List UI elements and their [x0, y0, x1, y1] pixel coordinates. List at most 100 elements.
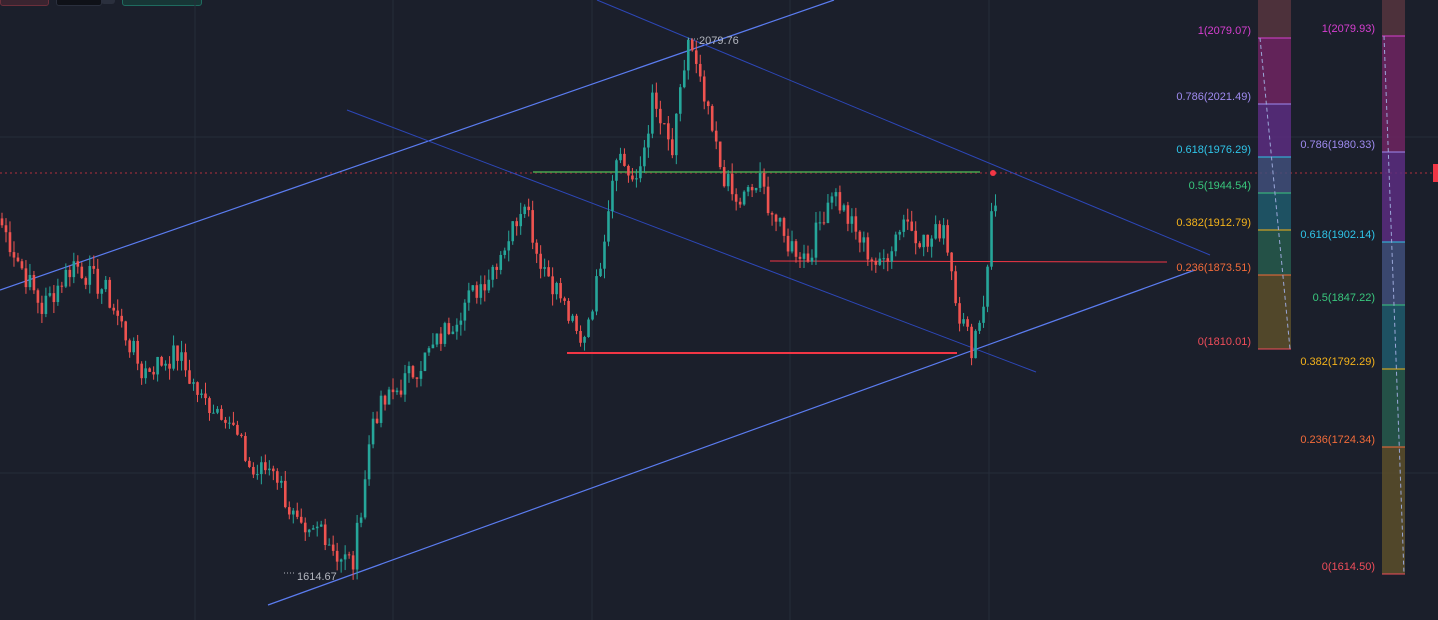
candle-body — [144, 368, 147, 379]
candle-body — [399, 390, 403, 395]
candle-body — [982, 306, 985, 323]
fib2-zone-0.618 — [1382, 242, 1405, 305]
candle-body — [822, 222, 826, 224]
candle-body — [76, 261, 80, 267]
candle-body — [838, 192, 842, 211]
candle-body — [100, 289, 104, 294]
candle-body — [790, 241, 794, 252]
candle-body — [415, 377, 419, 379]
candle-body — [535, 242, 538, 254]
candle-body — [523, 206, 526, 215]
candle-body — [547, 267, 550, 277]
candle-body — [148, 368, 151, 372]
candle-body — [543, 267, 546, 269]
candle-body — [200, 393, 203, 395]
candle-body — [375, 418, 379, 423]
candle-body — [934, 224, 937, 239]
candle-body — [16, 257, 20, 262]
fib2-label-1: 1(2079.93) — [1322, 23, 1375, 35]
candle-body — [599, 268, 602, 277]
candle-body — [671, 139, 674, 156]
candle-body — [196, 382, 199, 395]
toolbar-button-teal[interactable] — [122, 0, 202, 6]
candle-body — [946, 225, 949, 253]
candle-body — [495, 266, 499, 270]
fib2-label-0.786: 0.786(1980.33) — [1300, 139, 1375, 151]
candle-body — [539, 253, 542, 269]
fib2-label-0.5: 0.5(1847.22) — [1313, 292, 1375, 304]
candle-body — [487, 279, 491, 291]
candle-body — [603, 241, 606, 269]
candle-body — [862, 237, 866, 243]
candle-body — [132, 340, 135, 353]
candle-body — [128, 340, 131, 353]
candle-body — [714, 130, 718, 142]
candle-body — [519, 214, 522, 227]
candle-body — [307, 529, 311, 533]
candle-body — [746, 187, 750, 192]
candle-body — [92, 266, 96, 269]
candle-body — [579, 330, 582, 343]
candle-body — [906, 219, 910, 222]
candle-body — [551, 276, 554, 295]
candle-body — [84, 278, 88, 285]
candle-body — [32, 274, 36, 291]
candle-body — [124, 321, 127, 341]
candle-body — [327, 544, 331, 546]
candle-body — [874, 260, 878, 265]
candle-body — [287, 507, 291, 515]
candle-body — [459, 320, 463, 325]
candle-body — [631, 175, 634, 180]
candle-body — [627, 165, 630, 176]
candle-body — [204, 393, 207, 399]
candle-body — [291, 510, 295, 515]
candle-body — [351, 555, 355, 570]
candle-body — [136, 340, 139, 364]
channel-descending-lower — [346, 109, 1037, 373]
candle-body — [451, 331, 455, 335]
support-line-upper — [769, 260, 1168, 263]
candle-body — [20, 261, 24, 269]
candle-body — [974, 330, 977, 359]
candle-body — [758, 173, 762, 188]
candle-body — [280, 480, 283, 483]
candle-body — [228, 422, 231, 424]
candle-body — [12, 252, 16, 258]
candle-body — [675, 113, 678, 156]
candle-body — [347, 554, 351, 556]
candle-body — [176, 345, 179, 361]
candle-body — [898, 231, 902, 235]
candle-body — [439, 333, 443, 344]
candle-body — [702, 76, 706, 102]
candle-body — [244, 435, 247, 461]
candle-body — [335, 550, 339, 562]
candle-body — [639, 166, 642, 179]
candle-body — [371, 418, 375, 445]
candle-body — [635, 178, 638, 180]
candle-body — [24, 268, 28, 288]
candle-body — [886, 258, 890, 262]
candle-body — [68, 269, 72, 278]
candle-body — [994, 205, 997, 212]
candle-body — [770, 213, 774, 215]
candle-body — [726, 173, 730, 187]
candle-body — [794, 241, 798, 257]
candle-body — [419, 370, 423, 379]
channel-upper-line — [0, 0, 835, 291]
candle-body — [168, 363, 171, 369]
candle-body — [798, 256, 802, 259]
candle-body — [28, 274, 32, 288]
toolbar-button-red[interactable] — [0, 0, 49, 6]
candle-body — [423, 352, 427, 371]
candle-body — [455, 324, 459, 332]
candle-body — [930, 238, 933, 247]
candle-body — [619, 153, 622, 161]
candle-body — [734, 194, 738, 202]
candle-body — [694, 50, 698, 64]
candle-body — [48, 293, 52, 296]
toolbar-button-small[interactable] — [101, 0, 115, 4]
fib2-label-0.236: 0.236(1724.34) — [1300, 434, 1375, 446]
candle-body — [559, 283, 562, 299]
